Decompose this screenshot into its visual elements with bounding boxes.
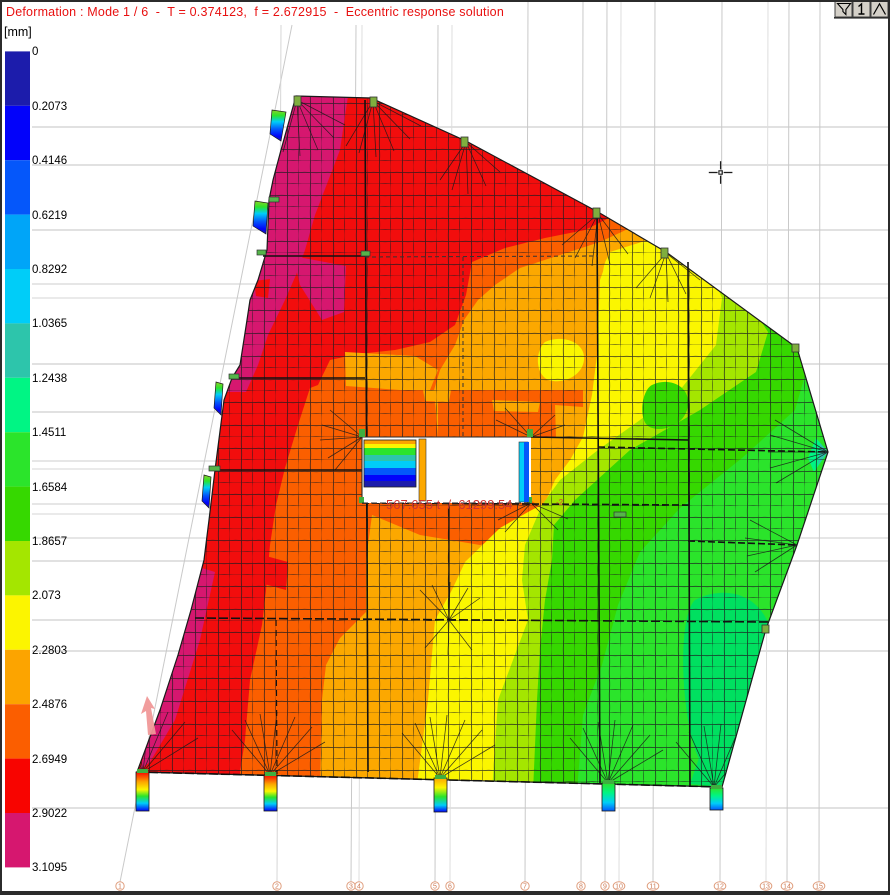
svg-text:2.073: 2.073 [32, 590, 61, 602]
svg-text:Deformation : Mode 1 / 6 - T: Deformation : Mode 1 / 6 - T = 0.374123,… [6, 5, 504, 19]
svg-text:9: 9 [603, 884, 607, 891]
svg-text:0.8292: 0.8292 [32, 264, 67, 276]
svg-text:0.2073: 0.2073 [32, 101, 67, 113]
svg-text:10: 10 [615, 884, 623, 891]
svg-text:2.2803: 2.2803 [32, 645, 67, 657]
svg-text:15: 15 [815, 884, 823, 891]
svg-text:0.6219: 0.6219 [32, 210, 67, 222]
svg-text:0: 0 [32, 46, 38, 58]
svg-text:2.9022: 2.9022 [32, 808, 67, 820]
svg-text:3.1095: 3.1095 [32, 862, 67, 874]
svg-text:567.655 t / 61299.54: 567.655 t / 61299.54 [386, 497, 513, 512]
svg-text:1.4511: 1.4511 [32, 427, 66, 439]
svg-text:6: 6 [448, 884, 452, 891]
svg-text:13: 13 [762, 884, 770, 891]
svg-text:7: 7 [523, 884, 527, 891]
svg-text:5: 5 [433, 884, 437, 891]
svg-text:2.6949: 2.6949 [32, 754, 67, 766]
svg-text:[mm]: [mm] [4, 25, 32, 39]
svg-text:3: 3 [349, 884, 353, 891]
svg-text:0.4146: 0.4146 [32, 155, 67, 167]
svg-text:1: 1 [118, 884, 122, 891]
svg-text:1.6584: 1.6584 [32, 482, 68, 494]
svg-text:14: 14 [783, 884, 791, 891]
svg-text:1.2438: 1.2438 [32, 373, 67, 385]
svg-text:-2: -2 [556, 498, 564, 507]
svg-text:1.8657: 1.8657 [32, 536, 67, 548]
svg-text:2: 2 [275, 884, 279, 891]
svg-text:8: 8 [579, 884, 583, 891]
svg-text:2.4876: 2.4876 [32, 699, 67, 711]
svg-text:12: 12 [716, 884, 724, 891]
svg-text:1.0365: 1.0365 [32, 318, 67, 330]
svg-text:4: 4 [357, 884, 361, 891]
svg-text:11: 11 [649, 884, 656, 891]
